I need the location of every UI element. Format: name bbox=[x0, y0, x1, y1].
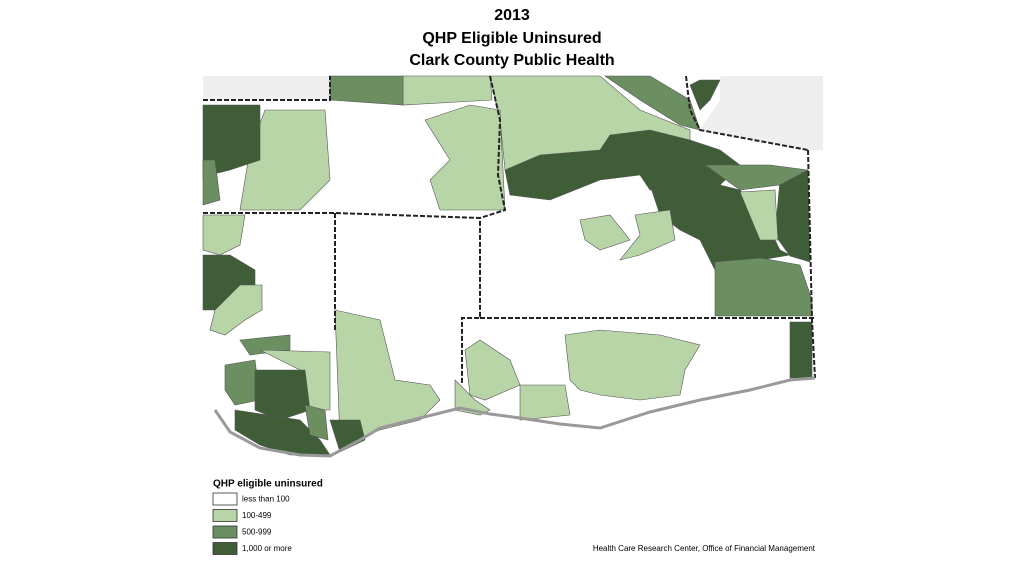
legend-swatch bbox=[212, 492, 238, 506]
boundary bbox=[807, 149, 816, 379]
region bbox=[519, 384, 571, 421]
region bbox=[224, 359, 261, 406]
region bbox=[689, 79, 721, 111]
region bbox=[619, 209, 676, 261]
legend-swatch bbox=[212, 525, 238, 539]
region bbox=[579, 214, 631, 251]
legend-label: less than 100 bbox=[242, 495, 290, 504]
region bbox=[202, 214, 246, 256]
region bbox=[424, 104, 506, 211]
region bbox=[254, 369, 311, 421]
outside-area bbox=[203, 420, 330, 460]
outside-area bbox=[203, 76, 330, 100]
boundary bbox=[479, 75, 507, 219]
region bbox=[209, 284, 263, 336]
region bbox=[714, 257, 813, 317]
outside-area bbox=[700, 76, 823, 150]
legend-label: 1,000 or more bbox=[242, 544, 292, 553]
map-regions bbox=[202, 75, 823, 460]
legend-swatch bbox=[212, 509, 238, 522]
region bbox=[239, 334, 291, 356]
region bbox=[704, 164, 809, 191]
region bbox=[304, 404, 329, 441]
coastline bbox=[213, 376, 816, 458]
boundary bbox=[203, 212, 481, 385]
title-line: 2013 bbox=[494, 7, 530, 24]
legend-label: 100-499 bbox=[242, 511, 272, 520]
region bbox=[329, 75, 404, 106]
region bbox=[739, 189, 779, 241]
region bbox=[402, 75, 493, 106]
source: Health Care Research Center, Office of F… bbox=[593, 544, 816, 553]
region bbox=[202, 159, 221, 206]
region bbox=[564, 329, 701, 401]
boundary bbox=[685, 75, 809, 151]
title-line: Clark County Public Health bbox=[409, 52, 614, 69]
legend-title: QHP eligible uninsured bbox=[213, 479, 323, 490]
region bbox=[329, 419, 366, 453]
region bbox=[649, 179, 791, 271]
boundary bbox=[203, 76, 331, 101]
county-boundaries bbox=[203, 75, 816, 385]
legend: less than 100 100-499 500-999 1,000 or more bbox=[212, 492, 292, 555]
title-line: QHP Eligible Uninsured bbox=[422, 30, 601, 47]
legend-label: 500-999 bbox=[242, 528, 272, 537]
legend-swatch bbox=[212, 542, 238, 555]
region bbox=[789, 321, 813, 379]
